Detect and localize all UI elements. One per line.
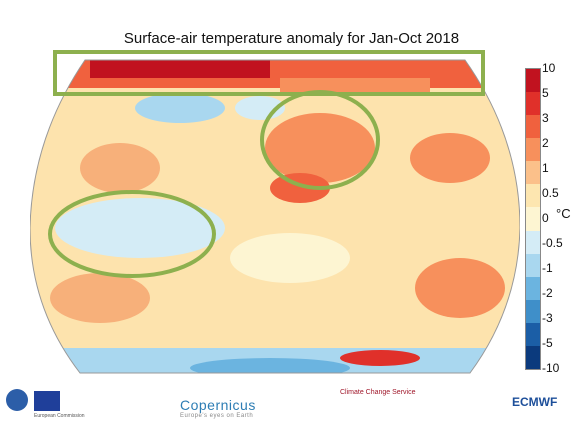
color-scale-swatch (526, 161, 540, 185)
pacific-highlight (48, 190, 216, 278)
color-scale-label: -0.5 (542, 236, 563, 250)
color-scale-swatch (526, 276, 540, 300)
copernicus-logo: Copernicus Europe's eyes on Earth (180, 397, 256, 419)
color-scale-label: 3 (542, 111, 549, 125)
color-scale-label: 1 (542, 161, 549, 175)
color-scale-label: 10 (542, 61, 556, 75)
color-scale-swatch (526, 322, 540, 346)
color-scale-swatch (526, 345, 540, 370)
color-scale-label: 2 (542, 136, 549, 150)
color-scale-label: -3 (542, 311, 553, 325)
anomaly-map (30, 50, 520, 374)
color-scale (525, 68, 541, 370)
unit-label: °C (556, 206, 571, 221)
color-scale-swatch (526, 299, 540, 323)
color-scale-swatch (526, 253, 540, 277)
color-scale-swatch (526, 69, 540, 93)
arctic-highlight (53, 50, 485, 96)
map-title: Surface-air temperature anomaly for Jan-… (123, 30, 460, 47)
c3s-logo: Climate Change Service (340, 389, 416, 396)
color-scale-label: -5 (542, 336, 553, 350)
map-fill (30, 60, 520, 373)
color-scale-swatch (526, 115, 540, 139)
logo-bar: European Commission Copernicus Europe's … (0, 385, 583, 425)
color-scale-swatch (526, 207, 540, 231)
color-scale-label: -2 (542, 286, 553, 300)
color-scale-swatch (526, 92, 540, 116)
color-scale-swatch (526, 184, 540, 208)
color-scale-swatch (526, 230, 540, 254)
eu-flag-logo (34, 391, 60, 411)
color-scale-label: 5 (542, 86, 549, 100)
eu-caption: European Commission (34, 413, 85, 419)
ecmwf-logo: ECMWF (512, 395, 558, 409)
color-scale-label: -1 (542, 261, 553, 275)
color-scale-swatch (526, 138, 540, 162)
color-scale-label: 0.5 (542, 186, 559, 200)
color-scale-label: -10 (542, 361, 560, 375)
europe-highlight (260, 90, 380, 190)
wmo-logo (6, 389, 28, 411)
color-scale-label: 0 (542, 211, 549, 225)
color-scale-labels: 10 5 3 2 1 0.5 0 -0.5 -1 -2 -3 -5 -10 (542, 61, 582, 375)
